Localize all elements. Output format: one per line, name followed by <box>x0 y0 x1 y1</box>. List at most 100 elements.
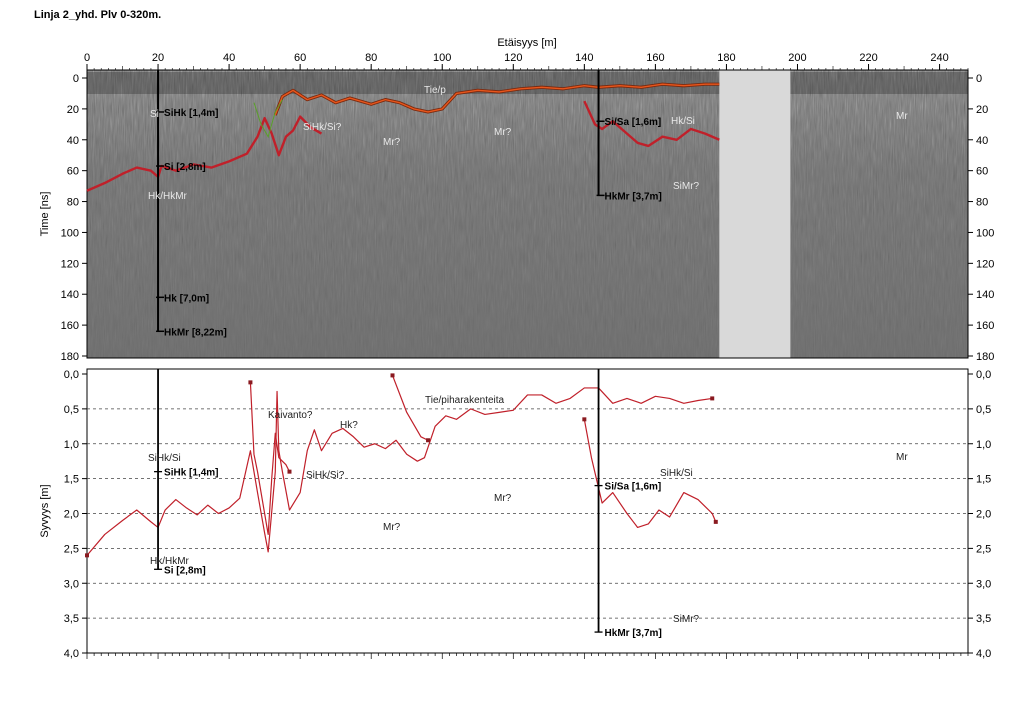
y-axis-left-bottom: 0,0 0,5 1,0 1,5 2,0 2,5 3,0 3,5 4,0 <box>64 369 87 660</box>
green-trace <box>253 99 283 138</box>
depth-frame <box>86 368 969 654</box>
y-tick-label: 100 <box>61 227 79 239</box>
y-tick-label-right: 80 <box>976 197 988 209</box>
y-tick-label: 140 <box>61 289 79 301</box>
horizon-line-highlight <box>274 83 720 116</box>
y-tick-label-right: 3,5 <box>976 613 991 625</box>
y-axis-label-depth: Syvyys [m] <box>39 484 51 537</box>
y-axis-left-top: 0 20 40 60 80 100 120 140 160 180 <box>61 73 87 363</box>
y-tick-label-right: 60 <box>976 166 988 178</box>
y-axis-right-bottom: 0,0 0,5 1,0 1,5 2,0 2,5 3,0 3,5 4,0 <box>968 369 991 660</box>
annotation: SiHk/Si <box>148 453 181 464</box>
y-tick-label-right: 100 <box>976 227 994 239</box>
annotations-bottom: SiHk/Si Hk/HkMr Kaivanto? Hk? SiHk/Si? M… <box>148 395 908 625</box>
line-end-marker <box>390 373 395 378</box>
annotation: Mr? <box>383 137 401 148</box>
borehole-label: SiHk [1,4m] <box>164 468 218 479</box>
boreholes-top: SiHk [1,4m] Si [2,8m] Hk [7,0m] HkMr [8,22m… <box>156 70 662 338</box>
borehole-label: Si/Sa [1,6m] <box>605 117 662 128</box>
y-tick-label-right: 160 <box>976 320 994 332</box>
x-tick-label: 180 <box>717 52 735 64</box>
x-axis-bottom-ticks <box>86 653 969 659</box>
annotation: Mr <box>896 452 908 463</box>
y-tick-label: 0 <box>73 73 79 85</box>
y-tick-label-right: 4,0 <box>976 648 991 660</box>
y-tick-label: 3,5 <box>64 613 79 625</box>
line-end-marker <box>713 519 718 524</box>
depth-panel: 0,0 0,5 1,0 1,5 2,0 2,5 3,0 3,5 4,0 0,0 0,5 1,0 1,5… <box>39 368 991 660</box>
borehole-label: Si [2,8m] <box>164 162 206 173</box>
annotation: Mr? <box>494 493 512 504</box>
y-tick-label: 1,5 <box>64 474 79 486</box>
interpreted-horizons-top <box>86 82 720 192</box>
x-tick-label: 0 <box>84 52 90 64</box>
annotation: Hk? <box>340 420 358 431</box>
x-tick-label: 100 <box>433 52 451 64</box>
annotation: Mr? <box>494 127 512 138</box>
annotation: SiHk/Si? <box>303 122 342 133</box>
annotation: Mr? <box>383 522 401 533</box>
annotation: Hk/HkMr <box>150 556 190 567</box>
annotation: Kaivanto? <box>268 410 313 421</box>
borehole-label: SiHk [1,4m] <box>164 108 218 119</box>
y-tick-label-right: 120 <box>976 258 994 270</box>
y-tick-label-right: 2,0 <box>976 509 991 521</box>
surface-reflection-band <box>87 72 968 94</box>
y-tick-label: 0,5 <box>64 404 79 416</box>
borehole-label: Hk [7,0m] <box>164 293 209 304</box>
borehole-label: HkMr [3,7m] <box>605 628 662 639</box>
y-tick-label-right: 0,5 <box>976 404 991 416</box>
annotation: SiHk/Si <box>660 468 693 479</box>
x-tick-label: 240 <box>930 52 948 64</box>
depth-line <box>86 387 713 556</box>
line-end-marker <box>248 380 253 385</box>
borehole-label: HkMr [3,7m] <box>605 191 662 202</box>
no-data-gap <box>719 70 791 358</box>
borehole-label: Si [2,8m] <box>164 565 206 576</box>
x-tick-label: 120 <box>504 52 522 64</box>
horizon-line <box>86 115 323 192</box>
radargram-panel: 0 20 40 60 80 100 120 140 160 180 200 220 240 Etäisy… <box>39 37 994 363</box>
x-axis-top: 0 20 40 60 80 100 120 140 160 180 200 220 240 <box>84 52 969 70</box>
y-tick-label: 60 <box>67 166 79 178</box>
annotation: Mr <box>896 111 908 122</box>
annotation: Hk/HkMr <box>148 191 188 202</box>
y-tick-label-right: 180 <box>976 351 994 363</box>
annotation: Tie/p <box>424 85 446 96</box>
y-tick-label-right: 2,5 <box>976 543 991 555</box>
depth-line <box>249 382 291 536</box>
depth-gridlines <box>87 408 968 619</box>
y-tick-label: 1,0 <box>64 439 79 451</box>
annotation: SiHk/Si? <box>306 470 345 481</box>
boreholes-bottom: SiHk [1,4m] Si [2,8m] Si/Sa [1,6m] HkMr [3,… <box>154 369 662 639</box>
annotations-top: Si Hk/HkMr SiHk/Si? Mr? Mr? Tie/p Hk/Si … <box>148 85 908 202</box>
depth-line <box>391 375 429 441</box>
y-tick-label: 120 <box>61 258 79 270</box>
x-tick-label: 220 <box>859 52 877 64</box>
y-tick-label: 0,0 <box>64 369 79 381</box>
y-tick-label: 180 <box>61 351 79 363</box>
y-tick-label: 160 <box>61 320 79 332</box>
x-tick-label: 20 <box>152 52 164 64</box>
y-tick-label: 20 <box>67 104 79 116</box>
x-tick-label: 200 <box>788 52 806 64</box>
x-tick-label: 140 <box>575 52 593 64</box>
x-tick-label: 80 <box>365 52 377 64</box>
annotation: SiMr? <box>673 614 700 625</box>
line-end-marker <box>710 396 715 401</box>
y-axis-right-top: 0 20 40 60 80 100 120 140 160 180 <box>968 73 994 363</box>
horizon-line <box>583 100 720 148</box>
y-tick-label: 2,0 <box>64 509 79 521</box>
depth-line <box>583 419 717 529</box>
borehole-label: Si/Sa [1,6m] <box>605 482 662 493</box>
x-tick-label: 60 <box>294 52 306 64</box>
annotation: SiMr? <box>673 181 700 192</box>
line-end-marker <box>582 417 587 422</box>
y-tick-label-right: 140 <box>976 289 994 301</box>
x-tick-label: 160 <box>646 52 664 64</box>
y-tick-label: 2,5 <box>64 543 79 555</box>
annotation: Si <box>150 109 159 120</box>
line-end-marker <box>287 469 292 474</box>
line-end-marker <box>85 553 89 558</box>
